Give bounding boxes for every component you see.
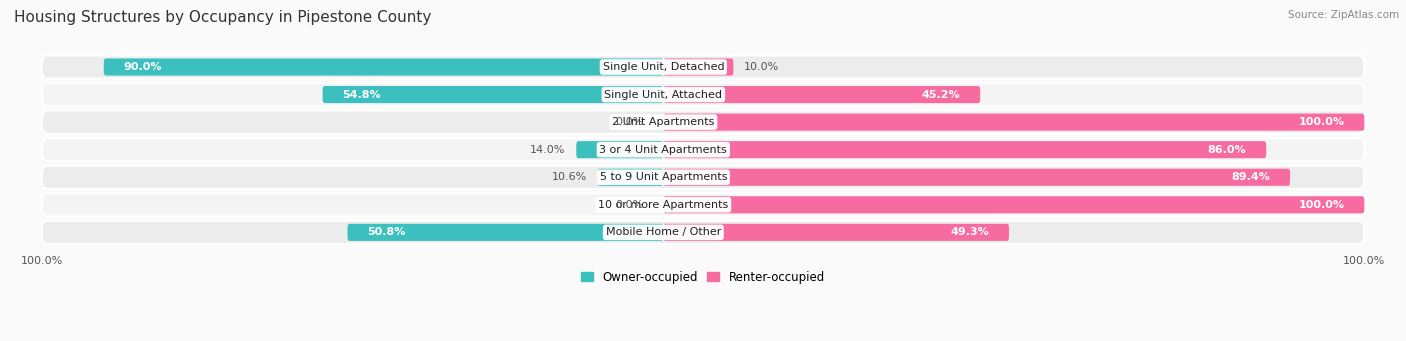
- Text: Housing Structures by Occupancy in Pipestone County: Housing Structures by Occupancy in Pipes…: [14, 10, 432, 25]
- FancyBboxPatch shape: [104, 58, 664, 76]
- FancyBboxPatch shape: [664, 114, 1364, 131]
- Text: 49.3%: 49.3%: [950, 227, 988, 237]
- FancyBboxPatch shape: [42, 221, 1364, 244]
- Text: Single Unit, Attached: Single Unit, Attached: [605, 90, 723, 100]
- FancyBboxPatch shape: [664, 58, 734, 76]
- FancyBboxPatch shape: [664, 141, 1267, 158]
- Text: 14.0%: 14.0%: [530, 145, 565, 155]
- Text: 90.0%: 90.0%: [124, 62, 162, 72]
- FancyBboxPatch shape: [664, 169, 1291, 186]
- FancyBboxPatch shape: [664, 86, 980, 103]
- Text: 86.0%: 86.0%: [1208, 145, 1246, 155]
- Text: 10.6%: 10.6%: [551, 172, 586, 182]
- FancyBboxPatch shape: [42, 138, 1364, 161]
- Text: 0.0%: 0.0%: [616, 117, 644, 127]
- FancyBboxPatch shape: [347, 224, 664, 241]
- FancyBboxPatch shape: [664, 224, 1010, 241]
- FancyBboxPatch shape: [576, 141, 664, 158]
- Text: Source: ZipAtlas.com: Source: ZipAtlas.com: [1288, 10, 1399, 20]
- Text: 50.8%: 50.8%: [367, 227, 406, 237]
- Text: 100.0%: 100.0%: [1299, 200, 1344, 210]
- FancyBboxPatch shape: [42, 110, 1364, 134]
- FancyBboxPatch shape: [598, 169, 664, 186]
- Text: 0.0%: 0.0%: [616, 200, 644, 210]
- Text: 100.0%: 100.0%: [1299, 117, 1344, 127]
- FancyBboxPatch shape: [42, 56, 1364, 78]
- Text: 89.4%: 89.4%: [1232, 172, 1270, 182]
- Legend: Owner-occupied, Renter-occupied: Owner-occupied, Renter-occupied: [576, 266, 830, 288]
- Text: 5 to 9 Unit Apartments: 5 to 9 Unit Apartments: [599, 172, 727, 182]
- FancyBboxPatch shape: [42, 193, 1364, 217]
- FancyBboxPatch shape: [42, 166, 1364, 189]
- Text: 45.2%: 45.2%: [922, 90, 960, 100]
- Text: 10 or more Apartments: 10 or more Apartments: [598, 200, 728, 210]
- Text: Mobile Home / Other: Mobile Home / Other: [606, 227, 721, 237]
- Text: 3 or 4 Unit Apartments: 3 or 4 Unit Apartments: [599, 145, 727, 155]
- FancyBboxPatch shape: [42, 83, 1364, 106]
- Text: 10.0%: 10.0%: [744, 62, 779, 72]
- Text: Single Unit, Detached: Single Unit, Detached: [603, 62, 724, 72]
- Text: 2 Unit Apartments: 2 Unit Apartments: [612, 117, 714, 127]
- FancyBboxPatch shape: [322, 86, 664, 103]
- FancyBboxPatch shape: [664, 196, 1364, 213]
- Text: 54.8%: 54.8%: [343, 90, 381, 100]
